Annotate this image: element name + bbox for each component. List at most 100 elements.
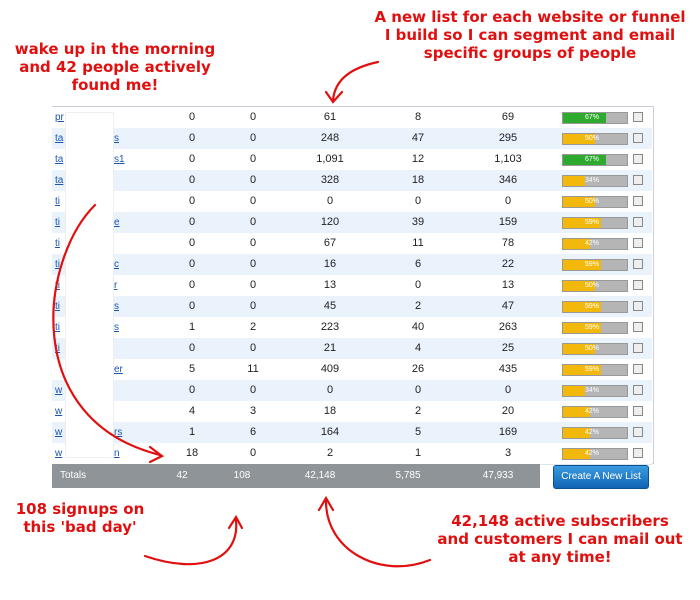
list-name[interactable]: w — [55, 427, 63, 438]
progress-fill — [563, 449, 590, 459]
list-name[interactable]: ti — [55, 217, 60, 228]
table-cell: 346 — [498, 174, 518, 186]
copy-icon[interactable] — [633, 448, 643, 458]
list-name[interactable]: r — [114, 280, 118, 291]
list-name[interactable]: ti — [55, 280, 60, 291]
list-name[interactable]: e — [114, 217, 120, 228]
table-cell: 0 — [414, 195, 422, 207]
table-cell: 0 — [249, 300, 257, 312]
copy-icon[interactable] — [633, 238, 643, 248]
table-row: ti e 0 0 120 39 159 59% — [52, 212, 652, 234]
copy-icon[interactable] — [633, 301, 643, 311]
table-cell: 0 — [249, 447, 257, 459]
table-cell: 0 — [188, 237, 196, 249]
annotation-line: this 'bad day' — [23, 518, 137, 536]
progress-fill — [563, 386, 585, 396]
table-cell: 0 — [249, 258, 257, 270]
annotation-line: wake up in the morning — [14, 40, 216, 58]
copy-icon[interactable] — [633, 406, 643, 416]
list-name[interactable]: ti — [55, 238, 60, 249]
progress-fill — [563, 365, 601, 375]
progress-label: 34% — [585, 387, 600, 394]
table-row: ti c 0 0 16 6 22 59% — [52, 254, 652, 276]
list-name[interactable]: pr — [55, 112, 64, 123]
copy-icon[interactable] — [633, 259, 643, 269]
list-name[interactable]: w — [55, 448, 63, 459]
progress-fill — [563, 281, 595, 291]
table-cell: 409 — [320, 363, 340, 375]
list-name[interactable]: n — [114, 448, 120, 459]
list-name[interactable]: er — [114, 364, 123, 375]
copy-icon[interactable] — [633, 175, 643, 185]
list-name[interactable]: ti — [55, 301, 60, 312]
table-cell: 8 — [414, 111, 422, 123]
list-name[interactable]: ti — [55, 343, 60, 354]
progress-bar: 59% — [562, 301, 628, 313]
list-name[interactable]: s — [114, 301, 119, 312]
table-cell: 6 — [414, 258, 422, 270]
table-cell: 21 — [323, 342, 337, 354]
copy-icon[interactable] — [633, 154, 643, 164]
list-name[interactable]: ta — [55, 154, 64, 165]
copy-icon[interactable] — [633, 112, 643, 122]
annotation-line: at any time! — [508, 548, 612, 566]
table-cell: 295 — [498, 132, 518, 144]
table-cell: 69 — [501, 111, 515, 123]
progress-bar: 50% — [562, 196, 628, 208]
progress-label: 42% — [585, 429, 600, 436]
progress-bar: 34% — [562, 385, 628, 397]
table-cell: 11 — [412, 237, 424, 249]
table-cell: 0 — [249, 111, 257, 123]
table-cell: 13 — [501, 279, 515, 291]
list-name[interactable]: s — [114, 133, 119, 144]
list-name[interactable]: ti — [55, 322, 60, 333]
table-cell: 328 — [320, 174, 340, 186]
table-cell: 164 — [320, 426, 340, 438]
copy-icon[interactable] — [633, 196, 643, 206]
progress-label: 50% — [585, 345, 600, 352]
list-name[interactable]: ti — [55, 259, 60, 270]
list-name[interactable]: s — [114, 322, 119, 333]
list-name[interactable]: rs — [114, 427, 123, 438]
progress-fill — [563, 218, 601, 228]
copy-icon[interactable] — [633, 133, 643, 143]
list-name[interactable]: ta — [55, 133, 64, 144]
table-cell: 0 — [188, 300, 196, 312]
table-cell: 5 — [188, 363, 196, 375]
copy-icon[interactable] — [633, 385, 643, 395]
table-cell: 0 — [249, 174, 257, 186]
copy-icon[interactable] — [633, 322, 643, 332]
progress-bar: 67% — [562, 112, 628, 124]
progress-label: 42% — [585, 450, 600, 457]
copy-icon[interactable] — [633, 217, 643, 227]
table-row: pr 0 0 61 8 69 67% — [52, 107, 652, 129]
table-cell: 25 — [501, 342, 515, 354]
table-cell: 0 — [188, 342, 196, 354]
create-list-button[interactable]: Create A New List — [553, 465, 649, 489]
copy-icon[interactable] — [633, 427, 643, 437]
list-name[interactable]: c — [114, 259, 119, 270]
table-cell: 3 — [249, 405, 257, 417]
table-cell: 0 — [249, 237, 257, 249]
progress-bar: 34% — [562, 175, 628, 187]
progress-label: 50% — [585, 135, 600, 142]
list-name[interactable]: w — [55, 385, 63, 396]
progress-label: 42% — [585, 240, 600, 247]
table-row: ta s1 0 0 1,091 12 1,103 67% — [52, 149, 652, 171]
annotation-line: found me! — [71, 76, 159, 94]
copy-icon[interactable] — [633, 280, 643, 290]
table-cell: 20 — [501, 405, 515, 417]
copy-icon[interactable] — [633, 364, 643, 374]
progress-label: 59% — [585, 261, 600, 268]
table-cell: 18 — [185, 447, 199, 459]
list-name[interactable]: s1 — [114, 154, 125, 165]
table-cell: 159 — [498, 216, 518, 228]
table-cell: 0 — [188, 132, 196, 144]
list-name[interactable]: ta — [55, 175, 64, 186]
copy-icon[interactable] — [633, 343, 643, 353]
list-name[interactable]: w — [55, 406, 63, 417]
table-cell: 0 — [414, 279, 422, 291]
table-cell: 0 — [188, 174, 196, 186]
progress-fill — [563, 428, 590, 438]
list-name[interactable]: ti — [55, 196, 60, 207]
